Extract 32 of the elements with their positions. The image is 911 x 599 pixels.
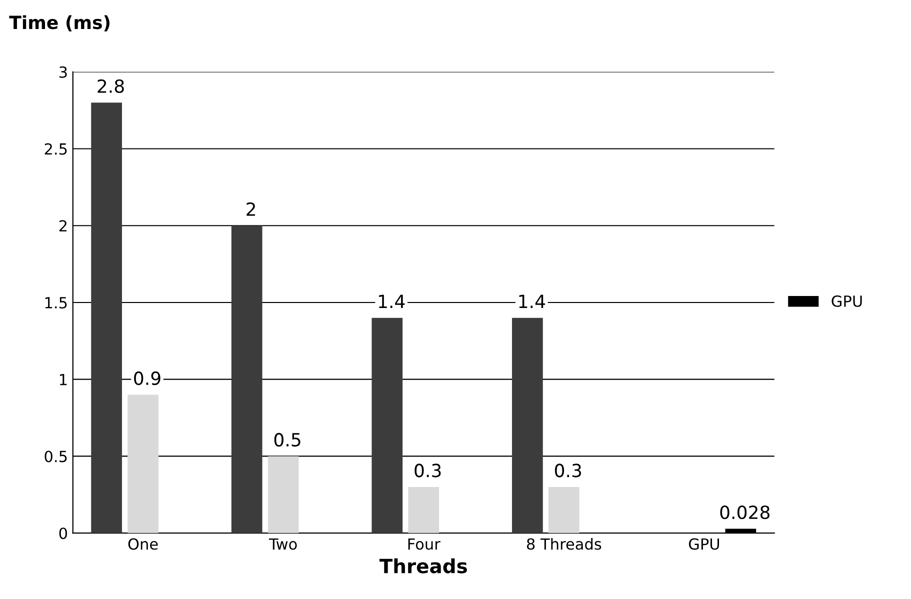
y-tick-label: 3	[59, 66, 67, 78]
data-label: 2	[246, 202, 255, 216]
data-label: 0.5	[274, 432, 300, 447]
bar	[372, 318, 403, 534]
y-tick-label: 1	[60, 374, 67, 386]
data-label: 1.4	[378, 294, 405, 308]
x-tick-label: One	[128, 538, 158, 550]
data-label: 2.8	[98, 79, 124, 93]
bar	[231, 226, 262, 534]
data-label: 0.3	[414, 464, 441, 478]
legend-label: GPU	[832, 295, 862, 307]
y-tick-label: 0.5	[44, 450, 67, 462]
x-tick-label: Two	[268, 538, 297, 550]
y-tick-label: 1.5	[45, 297, 67, 309]
y-tick-label: 0	[59, 528, 68, 540]
data-label: 0.3	[554, 464, 582, 478]
data-label: 0.028	[720, 506, 770, 520]
bar	[91, 102, 122, 534]
y-tick-label: 2	[59, 220, 66, 232]
bar	[548, 486, 580, 534]
data-label: 0.9	[134, 371, 160, 386]
bar	[268, 456, 299, 534]
x-tick-label: Four	[408, 538, 440, 550]
bar	[128, 394, 158, 534]
y-tick-label: 2.5	[44, 143, 67, 155]
bar	[512, 318, 543, 534]
bar	[408, 486, 440, 534]
x-tick-label: GPU	[688, 538, 719, 550]
x-tick-label: 8 Threads	[526, 538, 602, 550]
data-label: 1.4	[519, 294, 545, 308]
x-axis-title: Threads	[379, 558, 467, 574]
y-axis-title: Time (ms)	[9, 15, 110, 32]
